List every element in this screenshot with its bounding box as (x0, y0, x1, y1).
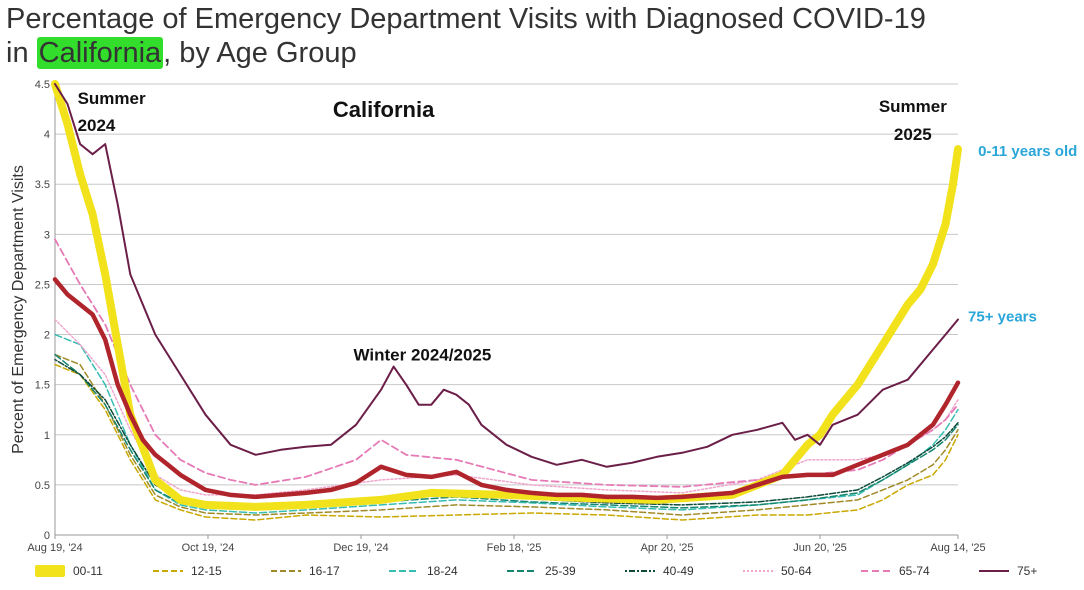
legend-label: 12-15 (191, 564, 222, 578)
series-lines (51, 80, 962, 521)
legend-label: 18-24 (427, 564, 458, 578)
annotations: Summer 2024 Summer 2025 California Winter 202… (78, 89, 1078, 365)
x-tick-label: Aug 19, '24 (27, 542, 82, 554)
series-line-25-39 (54, 353, 959, 511)
annotation-text: 2025 (894, 125, 932, 144)
series-line-00-11-all-ages-total- (52, 277, 961, 501)
x-tick-label: Dec 19, '24 (333, 542, 388, 554)
y-tick-label: 1.5 (35, 380, 50, 392)
legend-label: 50-64 (781, 564, 812, 578)
series-line-75- (54, 83, 959, 468)
y-tick-label: 2.5 (35, 279, 50, 291)
y-tick-label: 2 (44, 330, 50, 342)
annotation-text: 2024 (78, 116, 116, 135)
y-tick-label: 4.5 (35, 79, 50, 91)
title-line-1: Percentage of Emergency Department Visit… (6, 3, 926, 35)
x-tick-label: Oct 19, '24 (182, 542, 235, 554)
annotation-text: 0-11 years old (978, 143, 1077, 160)
y-axis-ticks: 0 0.5 1 1.5 2 2.5 3 3.5 4 4.5 (35, 79, 50, 542)
legend-label: 65-74 (899, 564, 930, 578)
gridlines (54, 83, 958, 536)
x-tick-label: Jun 20, '25 (793, 542, 846, 554)
legend-label: 16-17 (309, 564, 340, 578)
y-tick-label: 1 (44, 430, 50, 442)
chart-title: Percentage of Emergency Department Visit… (6, 2, 926, 70)
annotation-text: California (333, 97, 435, 122)
series-line-16-17 (54, 353, 959, 516)
title-prefix: in (6, 37, 37, 69)
series-line-12-15 (54, 363, 959, 521)
annotation-text: Summer (78, 89, 146, 108)
annotation-text: Summer (879, 97, 947, 116)
y-tick-label: 4 (44, 129, 50, 141)
series-line-00-11 (51, 80, 962, 511)
x-tick-label: Feb 18, '25 (487, 542, 542, 554)
y-tick-label: 3 (44, 229, 50, 241)
annotation-text: Winter 2024/2025 (353, 346, 491, 365)
legend-label: 75+ (1017, 564, 1037, 578)
series-line-50-64 (54, 318, 959, 496)
x-tick-label: Aug 14, '25 (930, 542, 985, 554)
legend: 00-11 12-15 16-17 18-24 25-39 40-49 50-64 65-74… (35, 564, 1037, 578)
title-suffix: , by Age Group (163, 37, 357, 69)
x-axis-ticks: Aug 19, '24 Oct 19, '24 Dec 19, '24 Feb 18,… (27, 535, 986, 554)
y-tick-label: 0.5 (35, 480, 50, 492)
x-tick-label: Apr 20, '25 (641, 542, 694, 554)
series-line-65-74 (54, 238, 959, 488)
title-line-2: in California, by Age Group (6, 36, 926, 70)
legend-label: 40-49 (663, 564, 694, 578)
annotation-text: 75+ years (968, 309, 1037, 326)
title-state-highlight: California (36, 37, 164, 69)
y-tick-label: 3.5 (35, 179, 50, 191)
legend-label: 25-39 (545, 564, 576, 578)
y-tick-label: 0 (44, 530, 50, 542)
y-axis-label: Percent of Emergency Department Visits (10, 165, 27, 454)
legend-label: 00-11 (73, 564, 103, 578)
legend-swatch (35, 565, 65, 577)
